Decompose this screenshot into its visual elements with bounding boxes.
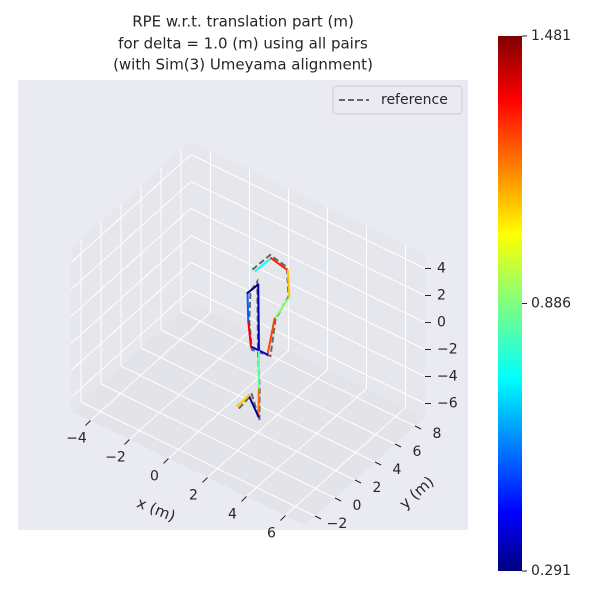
- legend-box: [332, 85, 463, 115]
- grid-line: [70, 262, 192, 371]
- grid-line: [168, 350, 289, 459]
- trajectory-segment: [286, 269, 291, 299]
- trajectory-segment: [246, 283, 260, 294]
- legend: reference: [332, 85, 463, 115]
- grid-line: [70, 208, 192, 317]
- grid-line: [160, 329, 396, 445]
- x-tick: [202, 477, 208, 483]
- y-tick: [374, 461, 382, 466]
- trajectory-segment: [266, 317, 276, 356]
- y-tick-label: 8: [433, 426, 442, 442]
- grid-line: [190, 208, 426, 323]
- grid-line: [190, 262, 426, 377]
- x-tick: [163, 458, 169, 464]
- grid-line: [70, 289, 192, 398]
- grid-line: [70, 154, 192, 263]
- y-tick: [334, 497, 342, 502]
- x-tick: [241, 496, 247, 502]
- grid-line: [190, 235, 426, 350]
- z-tick-label: 4: [437, 261, 446, 277]
- x-tick: [124, 439, 130, 445]
- chart-title: (with Sim(3) Umeyama alignment): [113, 56, 373, 74]
- y-tick: [394, 443, 402, 448]
- grid-line: [207, 369, 328, 478]
- grid-line: [246, 388, 367, 497]
- grid-line: [100, 383, 336, 499]
- chart-title: RPE w.r.t. translation part (m): [132, 13, 354, 31]
- grid-line: [80, 401, 316, 517]
- grid-line: [190, 181, 426, 296]
- grid-line: [180, 311, 416, 427]
- z-tick-label: 2: [437, 288, 446, 304]
- grid-line: [70, 235, 192, 344]
- colorbar: [498, 36, 522, 571]
- colorbar-tick-label: 0.291: [531, 563, 571, 579]
- trajectory-segment: [247, 319, 252, 348]
- y-tick-label: 6: [413, 444, 422, 460]
- grid-line: [70, 181, 192, 290]
- x-tick: [85, 420, 91, 426]
- z-tick-label: 0: [437, 315, 446, 331]
- trajectory-segment: [270, 257, 289, 272]
- z-tick-label: −6: [437, 396, 458, 412]
- chart-title: for delta = 1.0 (m) using all pairs: [118, 35, 368, 53]
- y-tick-label: 0: [353, 498, 362, 514]
- x-tick-label: −2: [105, 450, 126, 466]
- y-tick-label: 2: [373, 480, 382, 496]
- x-tick-label: −4: [66, 431, 87, 447]
- trajectory-segment: [236, 394, 250, 408]
- x-tick-label: 2: [189, 488, 198, 504]
- trajectory-segment: [254, 257, 273, 272]
- grid-line: [90, 312, 211, 421]
- grid-line: [190, 289, 426, 404]
- trajectory-segment: [257, 283, 260, 353]
- trajectory-segment: [273, 296, 291, 320]
- x-tick-label: 0: [150, 469, 159, 485]
- colorbar-tick-label: 0.886: [531, 296, 571, 312]
- y-tick-label: −2: [327, 516, 348, 532]
- x-tick-label: 4: [228, 507, 237, 523]
- grid-line: [190, 154, 426, 269]
- z-tick-label: −2: [437, 342, 458, 358]
- y-tick: [314, 515, 322, 520]
- y-tick: [354, 479, 362, 484]
- x-tick-label: 6: [267, 526, 276, 542]
- trajectory-segment: [247, 394, 260, 418]
- colorbar-tick-label: 1.481: [531, 28, 571, 44]
- y-tick: [414, 425, 422, 430]
- grid-line: [129, 331, 250, 440]
- x-tick: [280, 515, 286, 521]
- grid-line: [120, 365, 356, 481]
- trajectory-segment: [246, 291, 250, 322]
- grid-line: [285, 407, 406, 516]
- legend-label: reference: [381, 92, 448, 108]
- z-tick-label: −4: [437, 369, 458, 385]
- y-tick-label: 4: [393, 462, 402, 478]
